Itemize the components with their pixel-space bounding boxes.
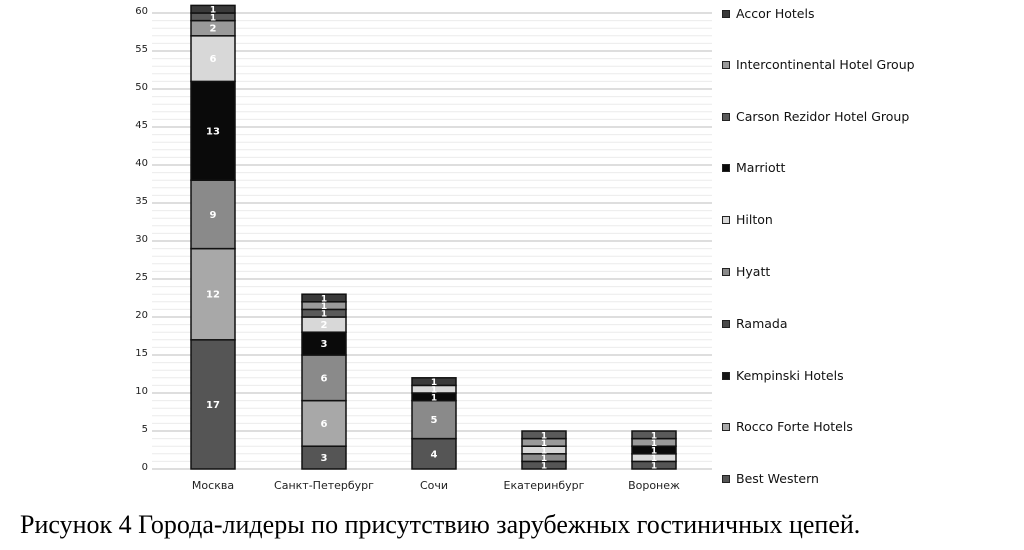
legend-label: Accor Hotels xyxy=(736,6,815,21)
x-tick-label: Екатеринбург xyxy=(503,479,585,492)
data-label: 1 xyxy=(541,447,547,457)
data-label: 1 xyxy=(651,454,657,464)
data-label: 1 xyxy=(431,393,437,403)
data-label: 1 xyxy=(210,13,216,23)
data-label: 9 xyxy=(210,210,217,221)
data-label: 1 xyxy=(651,447,657,457)
legend-label: Ramada xyxy=(736,316,788,331)
data-label: 1 xyxy=(210,6,216,16)
data-label: 1 xyxy=(431,378,437,388)
bar-segment xyxy=(521,430,567,440)
legend-item: Hilton xyxy=(722,211,922,228)
data-label: 6 xyxy=(321,373,328,384)
bar-segment xyxy=(411,399,457,440)
y-tick-label: 45 xyxy=(135,120,148,131)
figure-caption: Рисунок 4 Города-лидеры по присутствию з… xyxy=(20,510,861,539)
y-tick-label: 5 xyxy=(141,424,148,435)
legend-item: Accor Hotels xyxy=(722,5,922,22)
legend-item: Best Western xyxy=(722,470,922,487)
x-tick-label: Сочи xyxy=(419,479,449,492)
data-label: 1 xyxy=(541,462,547,472)
data-label: 3 xyxy=(321,339,328,350)
legend-swatch-icon xyxy=(722,113,730,121)
data-label: 1 xyxy=(541,454,547,464)
bar-segment xyxy=(411,437,457,470)
legend-swatch-icon xyxy=(722,423,730,431)
bar-segment xyxy=(301,399,347,447)
legend-swatch-icon xyxy=(722,268,730,276)
legend-item: Rocco Forte Hotels xyxy=(722,418,922,435)
legend-label: Intercontinental Hotel Group xyxy=(736,57,915,72)
data-label: 2 xyxy=(210,24,217,35)
x-tick-label: Воронеж xyxy=(628,479,680,492)
bar-segment xyxy=(190,179,236,250)
y-tick-label: 10 xyxy=(135,386,148,397)
legend-item: Hyatt xyxy=(722,263,922,280)
data-label: 3 xyxy=(321,453,328,464)
data-label: 1 xyxy=(321,302,327,312)
y-tick-label: 15 xyxy=(135,348,148,359)
data-label: 1 xyxy=(651,431,657,441)
data-label: 6 xyxy=(321,419,328,430)
legend-item: Kempinski Hotels xyxy=(722,367,922,384)
y-tick-label: 25 xyxy=(135,272,148,283)
legend-item: Carson Rezidor Hotel Group xyxy=(722,108,922,125)
data-label: 1 xyxy=(321,310,327,320)
y-tick-label: 40 xyxy=(135,158,148,169)
data-label: 13 xyxy=(206,126,220,137)
data-label: 1 xyxy=(541,431,547,441)
legend-label: Rocco Forte Hotels xyxy=(736,419,853,434)
bar-segment xyxy=(301,293,347,303)
y-tick-label: 0 xyxy=(141,462,148,473)
bar-segment xyxy=(411,377,457,387)
y-tick-label: 35 xyxy=(135,196,148,207)
legend-item: Intercontinental Hotel Group xyxy=(722,56,922,73)
bar-segment xyxy=(190,4,236,14)
bar-segment xyxy=(190,80,236,181)
data-label: 4 xyxy=(431,449,438,460)
y-tick-label: 30 xyxy=(135,234,148,245)
legend-label: Hilton xyxy=(736,212,773,227)
legend-swatch-icon xyxy=(722,372,730,380)
data-label: 6 xyxy=(210,54,217,65)
legend-swatch-icon xyxy=(722,216,730,224)
y-tick-label: 20 xyxy=(135,310,148,321)
x-tick-label: Санкт-Петербург xyxy=(274,479,374,492)
bar-segment xyxy=(190,247,236,341)
bar-segment xyxy=(631,430,677,440)
data-label: 1 xyxy=(651,439,657,449)
legend-item: Ramada xyxy=(722,315,922,332)
bar-segment xyxy=(301,354,347,402)
y-tick-label: 55 xyxy=(135,44,148,55)
legend-swatch-icon xyxy=(722,475,730,483)
data-label: 1 xyxy=(321,295,327,305)
legend-label: Kempinski Hotels xyxy=(736,368,844,383)
legend-swatch-icon xyxy=(722,320,730,328)
data-label: 1 xyxy=(431,386,437,396)
data-label: 1 xyxy=(541,439,547,449)
legend-swatch-icon xyxy=(722,164,730,172)
data-label: 5 xyxy=(431,415,438,426)
stacked-bar-chart: 17 12 9 13 6 2 1 1 3 6 6 3 2 1 1 1 4 5 1 1 1 1 1 1 1 1 1 1 1 1 1 0 5 10 1… xyxy=(135,4,922,492)
data-label: 17 xyxy=(206,400,220,411)
x-tick-label: Москва xyxy=(191,479,235,492)
legend-label: Carson Rezidor Hotel Group xyxy=(736,109,910,124)
legend-swatch-icon xyxy=(722,10,730,18)
y-tick-label: 50 xyxy=(135,82,148,93)
data-label: 12 xyxy=(206,290,220,301)
legend-label: Best Western xyxy=(736,471,819,486)
legend-item: Marriott xyxy=(722,159,922,176)
legend-swatch-icon xyxy=(722,61,730,69)
legend-label: Marriott xyxy=(736,160,786,175)
legend-label: Hyatt xyxy=(736,264,771,279)
y-tick-label: 60 xyxy=(135,6,148,17)
data-label: 2 xyxy=(321,320,328,331)
data-label: 1 xyxy=(651,462,657,472)
